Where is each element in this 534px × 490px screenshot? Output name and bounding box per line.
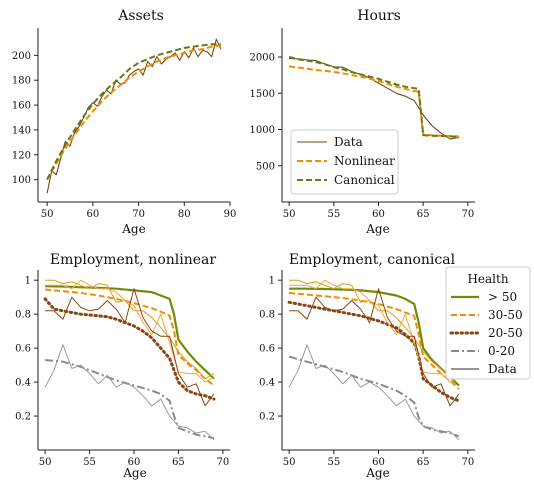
x-tick-label: 90 (224, 209, 237, 220)
employment-nonlinear-panel: Employment, nonlinear Age 50 55 60 65 70 0.2 0… (15, 252, 230, 480)
series-line-data (289, 279, 460, 383)
employment-canonical-ticks: 50 55 60 65 70 0.2 0.4 0.6 0.8 1 (259, 270, 475, 468)
x-tick-label: 50 (41, 209, 54, 220)
hours-ticks: 50 55 60 65 70 500 1000 1500 2000 (250, 28, 475, 220)
y-tick-label: 0.4 (15, 378, 31, 389)
y-tick-label: 0.8 (259, 310, 275, 321)
employment-nonlinear-ticks: 50 55 60 65 70 0.2 0.4 0.6 0.8 1 (15, 270, 230, 468)
employment-nonlinear-xlabel: Age (122, 466, 146, 480)
employment-canonical-xlabel: Age (365, 466, 389, 480)
x-tick-label: 55 (327, 457, 340, 468)
employment-canonical-panel: Employment, canonical Age 50 55 60 65 70 0.2 0… (259, 252, 531, 480)
x-tick-label: 65 (172, 457, 185, 468)
y-tick-label: 2000 (250, 53, 275, 64)
assets-panel: Assets Age 50 60 70 80 90 100 120 140 160 180 200 (12, 8, 236, 236)
series-line-20-50 (43, 297, 216, 401)
series-line-nonlinear (288, 65, 459, 138)
hours-legend-box (290, 129, 399, 195)
y-tick-label: 0.6 (259, 344, 275, 355)
y-tick-label: 160 (12, 101, 31, 112)
series-line-canonical (46, 43, 221, 181)
series-line-data (288, 344, 460, 441)
hours-lines (288, 56, 459, 140)
employment-canonical-title: Employment, canonical (289, 252, 456, 268)
y-tick-label: 0.2 (15, 412, 31, 423)
series-line-data (45, 279, 215, 383)
series-line-data (46, 38, 222, 194)
legend-data-label: Data (334, 135, 363, 149)
y-tick-label: 1 (25, 276, 31, 287)
x-tick-label: 50 (283, 209, 296, 220)
x-tick-label: 70 (217, 457, 230, 468)
legend-h2050-label: 20-50 (488, 326, 523, 340)
x-tick-label: 50 (283, 457, 296, 468)
y-tick-label: 180 (12, 76, 31, 87)
x-tick-label: 65 (417, 209, 430, 220)
x-tick-label: 60 (372, 457, 385, 468)
y-tick-label: 500 (256, 161, 275, 172)
y-tick-label: 1500 (250, 89, 275, 100)
x-tick-label: 70 (132, 209, 145, 220)
legend-h50-label: > 50 (488, 290, 517, 304)
series-line-30-50 (289, 291, 460, 390)
x-tick-label: 80 (178, 209, 191, 220)
x-tick-label: 60 (86, 209, 99, 220)
hours-xlabel: Age (365, 222, 389, 236)
x-tick-label: 50 (39, 457, 52, 468)
series-line-canonical (288, 56, 459, 138)
employment-canonical-lines (287, 279, 461, 441)
y-tick-label: 120 (12, 150, 31, 161)
hours-legend: Data Nonlinear Canonical (290, 129, 399, 195)
x-tick-label: 65 (417, 457, 430, 468)
y-tick-label: 140 (12, 125, 31, 136)
legend-nonlinear-label: Nonlinear (334, 154, 395, 168)
assets-title: Assets (117, 8, 164, 24)
x-tick-label: 60 (128, 457, 141, 468)
y-tick-label: 1 (269, 276, 275, 287)
x-tick-label: 70 (461, 209, 474, 220)
y-tick-label: 200 (12, 51, 31, 62)
assets-ticks: 50 60 70 80 90 100 120 140 160 180 200 (12, 28, 236, 220)
legend-h020-label: 0-20 (488, 344, 515, 358)
y-tick-label: 0.4 (259, 378, 275, 389)
x-tick-label: 70 (461, 457, 474, 468)
series-line-data (289, 288, 460, 407)
series-line-nonlinear (46, 44, 222, 181)
y-tick-label: 0.8 (15, 310, 31, 321)
employment-nonlinear-lines (43, 279, 216, 441)
y-tick-label: 0.6 (15, 344, 31, 355)
x-tick-label: 60 (372, 209, 385, 220)
series-line-data (44, 344, 215, 441)
y-tick-label: 1000 (250, 125, 275, 136)
series-line-data (289, 57, 459, 140)
health-legend: Health > 50 30-50 20-50 0-20 Data (445, 266, 531, 380)
x-tick-label: 55 (83, 457, 96, 468)
series-line-0-20 (288, 355, 460, 438)
assets-xlabel: Age (121, 222, 145, 236)
x-tick-label: 55 (327, 209, 340, 220)
series-line-0-20 (45, 359, 215, 440)
assets-lines (46, 38, 222, 194)
hours-title: Hours (357, 8, 401, 24)
series-line-data (45, 288, 215, 407)
health-legend-title: Health (467, 272, 508, 286)
employment-nonlinear-title: Employment, nonlinear (50, 252, 216, 268)
hours-panel: Hours Age 50 55 60 65 70 500 1000 1500 2000 Data… (250, 8, 475, 236)
legend-h3050-label: 30-50 (488, 308, 523, 322)
series-line-30-50 (45, 288, 215, 387)
legend-hdata-label: Data (488, 362, 517, 376)
legend-canonical-label: Canonical (334, 173, 395, 187)
y-tick-label: 100 (12, 175, 31, 186)
series-line-20-50 (287, 300, 461, 403)
y-tick-label: 0.2 (259, 412, 275, 423)
